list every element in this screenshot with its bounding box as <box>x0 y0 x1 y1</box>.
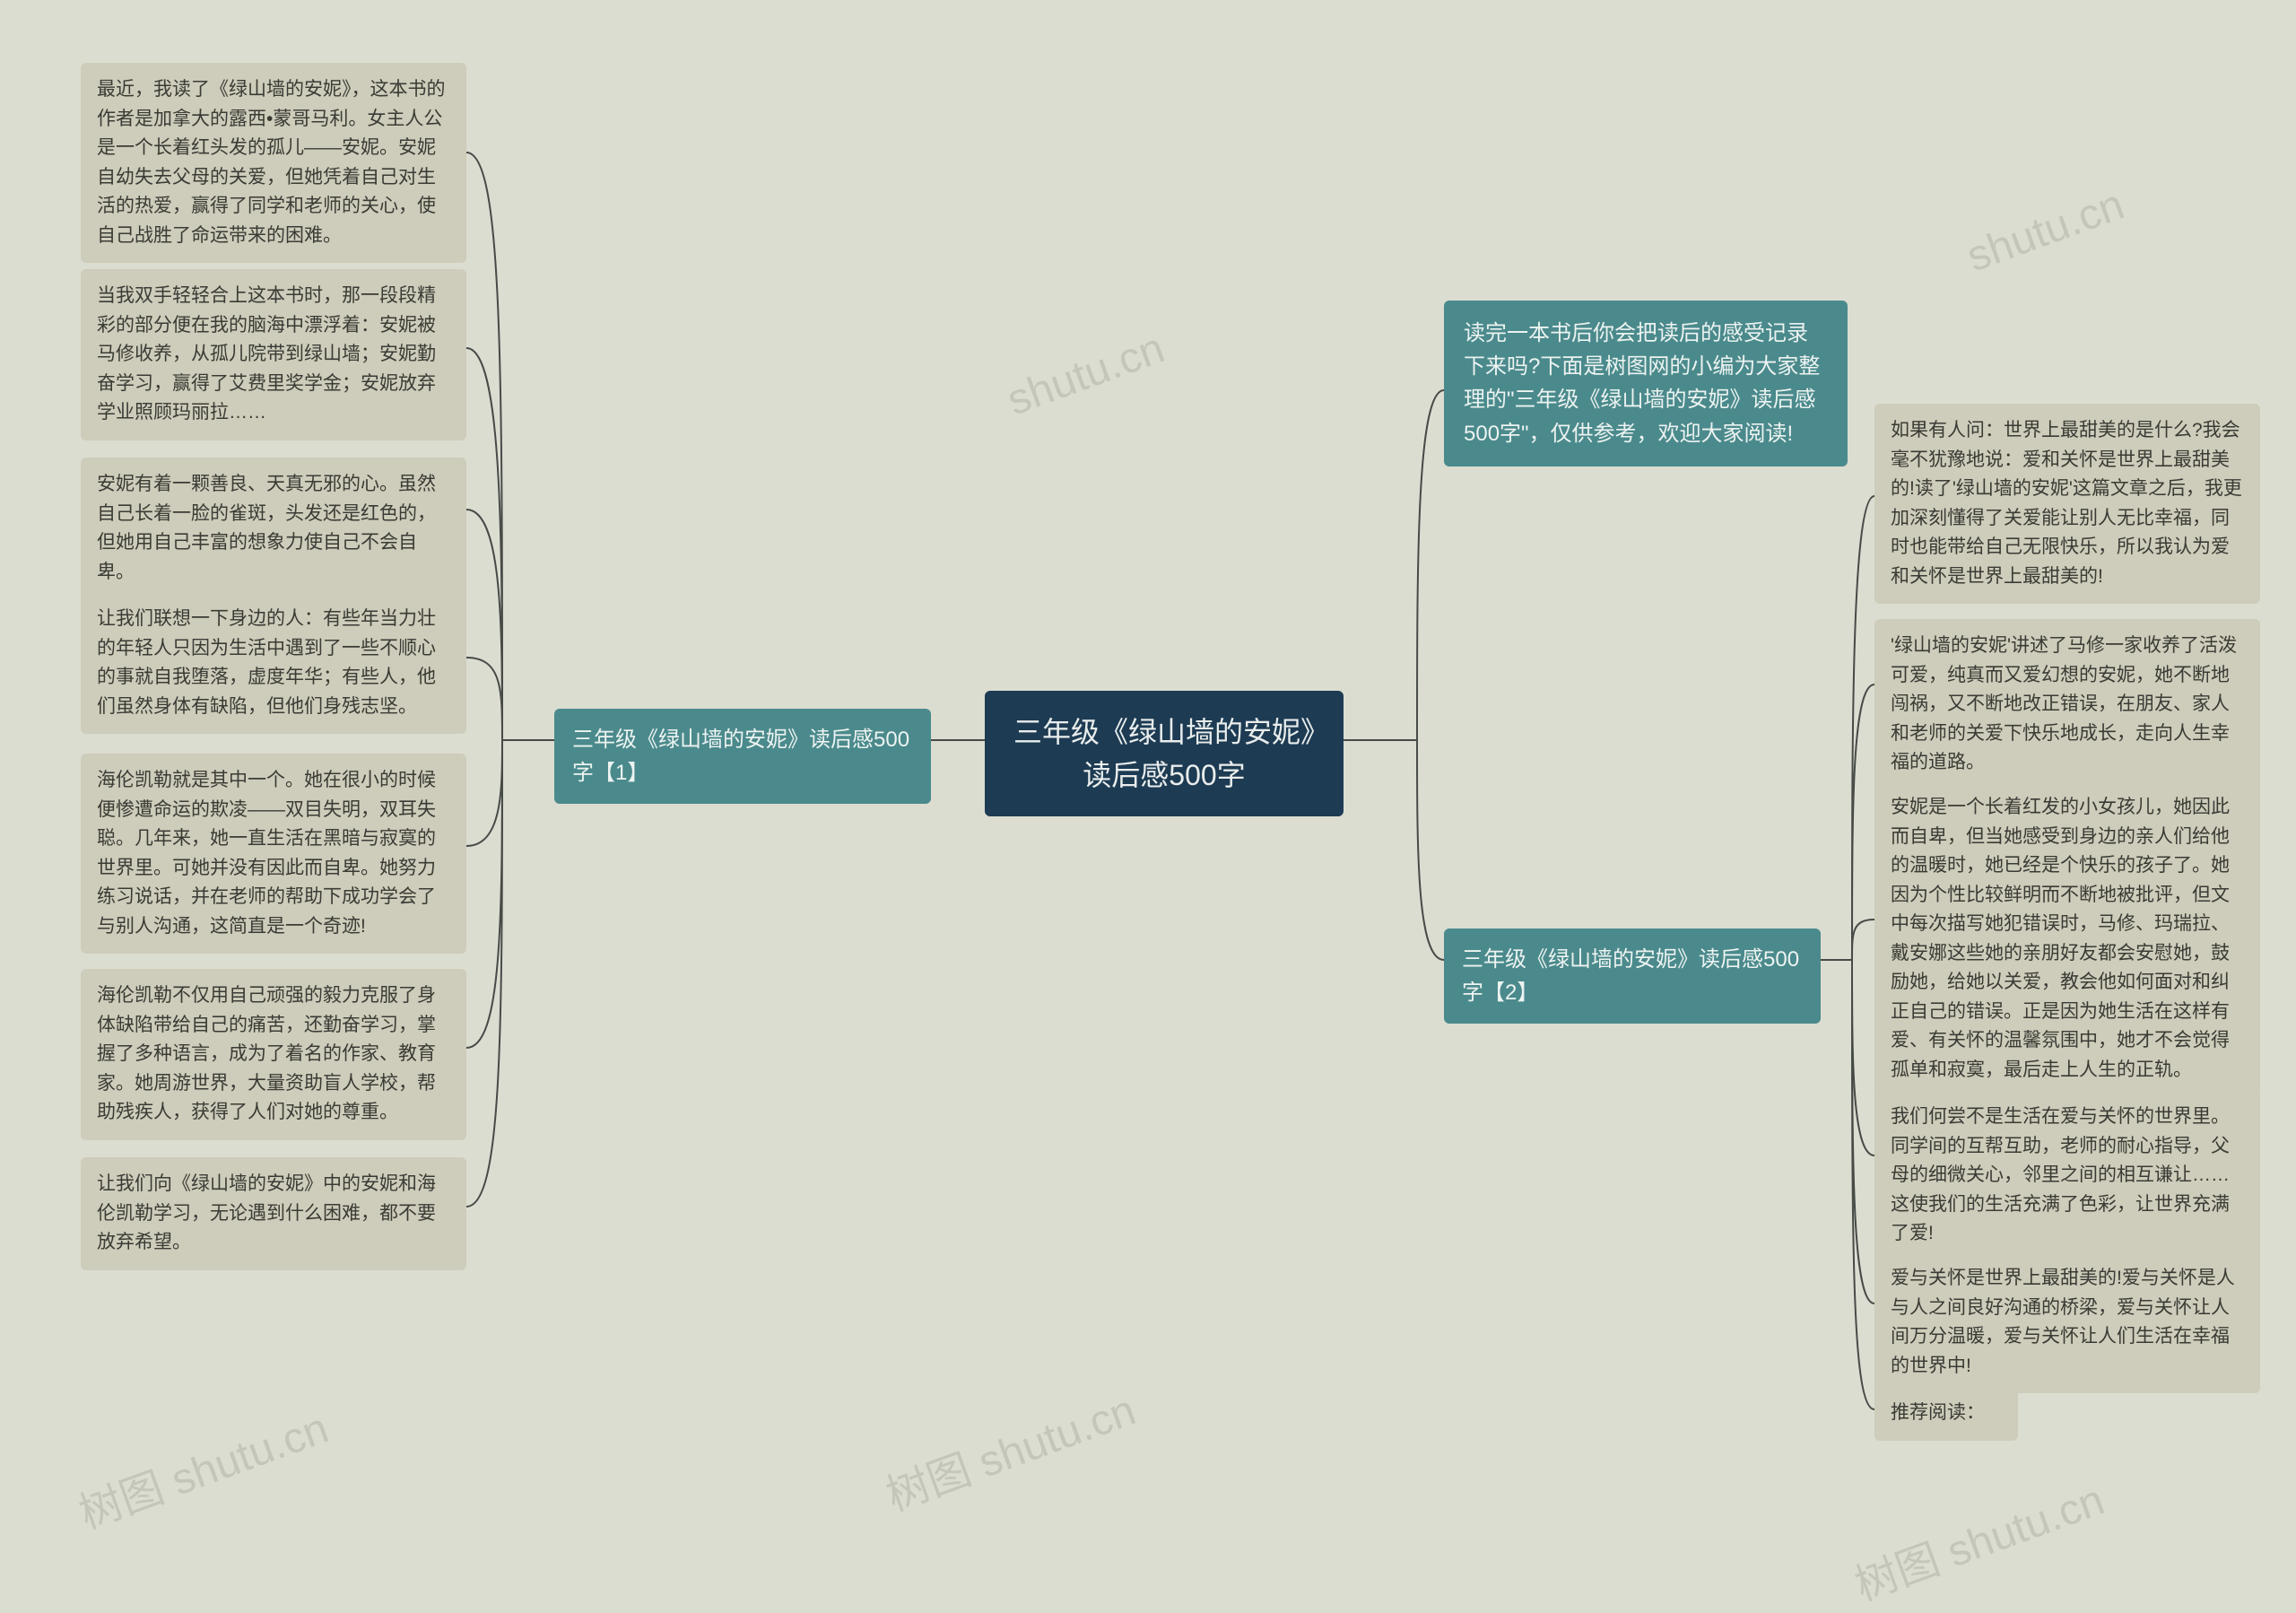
watermark: shutu.cn <box>1961 180 2130 283</box>
branch-left[interactable]: 三年级《绿山墙的安妮》读后感500字【1】 <box>554 709 931 804</box>
leaf-left-4[interactable]: 海伦凯勒就是其中一个。她在很小的时候便惨遭命运的欺凌——双目失明，双耳失聪。几年… <box>81 754 466 954</box>
leaf-right-4[interactable]: 爱与关怀是世界上最甜美的!爱与关怀是人与人之间良好沟通的桥梁，爱与关怀让人间万分… <box>1874 1251 2260 1393</box>
leaf-left-6[interactable]: 让我们向《绿山墙的安妮》中的安妮和海伦凯勒学习，无论遇到什么困难，都不要放弃希望… <box>81 1157 466 1270</box>
intro-node[interactable]: 读完一本书后你会把读后的感受记录下来吗?下面是树图网的小编为大家整理的"三年级《… <box>1444 301 1848 466</box>
leaf-right-3[interactable]: 我们何尝不是生活在爱与关怀的世界里。同学间的互帮互助，老师的耐心指导，父母的细微… <box>1874 1090 2260 1261</box>
branch-right[interactable]: 三年级《绿山墙的安妮》读后感500字【2】 <box>1444 929 1821 1024</box>
leaf-left-0[interactable]: 最近，我读了《绿山墙的安妮》，这本书的作者是加拿大的露西•蒙哥马利。女主人公是一… <box>81 63 466 263</box>
leaf-right-2[interactable]: 安妮是一个长着红发的小女孩儿，她因此而自卑，但当她感受到身边的亲人们给他的温暖时… <box>1874 780 2260 1097</box>
leaf-left-5[interactable]: 海伦凯勒不仅用自己顽强的毅力克服了身体缺陷带给自己的痛苦，还勤奋学习，掌握了多种… <box>81 969 466 1140</box>
watermark: 树图 shutu.cn <box>1845 1464 2111 1612</box>
watermark: 树图 shutu.cn <box>876 1374 1143 1522</box>
leaf-right-5[interactable]: 推荐阅读： <box>1874 1386 2018 1441</box>
leaf-right-0[interactable]: 如果有人问：世界上最甜美的是什么?我会毫不犹豫地说：爱和关怀是世界上最甜美的!读… <box>1874 404 2260 604</box>
leaf-left-2[interactable]: 安妮有着一颗善良、天真无邪的心。虽然自己长着一脸的雀斑，头发还是红色的，但她用自… <box>81 458 466 599</box>
leaf-left-1[interactable]: 当我双手轻轻合上这本书时，那一段段精彩的部分便在我的脑海中漂浮着：安妮被马修收养… <box>81 269 466 440</box>
leaf-left-3[interactable]: 让我们联想一下身边的人：有些年当力壮的年轻人只因为生活中遇到了一些不顺心的事就自… <box>81 592 466 734</box>
leaf-right-1[interactable]: '绿山墙的安妮'讲述了马修一家收养了活泼可爱，纯真而又爱幻想的安妮，她不断地闯祸… <box>1874 619 2260 790</box>
root-node[interactable]: 三年级《绿山墙的安妮》读后感500字 <box>985 691 1344 816</box>
watermark: 树图 shutu.cn <box>69 1392 335 1540</box>
watermark: shutu.cn <box>1001 324 1170 426</box>
